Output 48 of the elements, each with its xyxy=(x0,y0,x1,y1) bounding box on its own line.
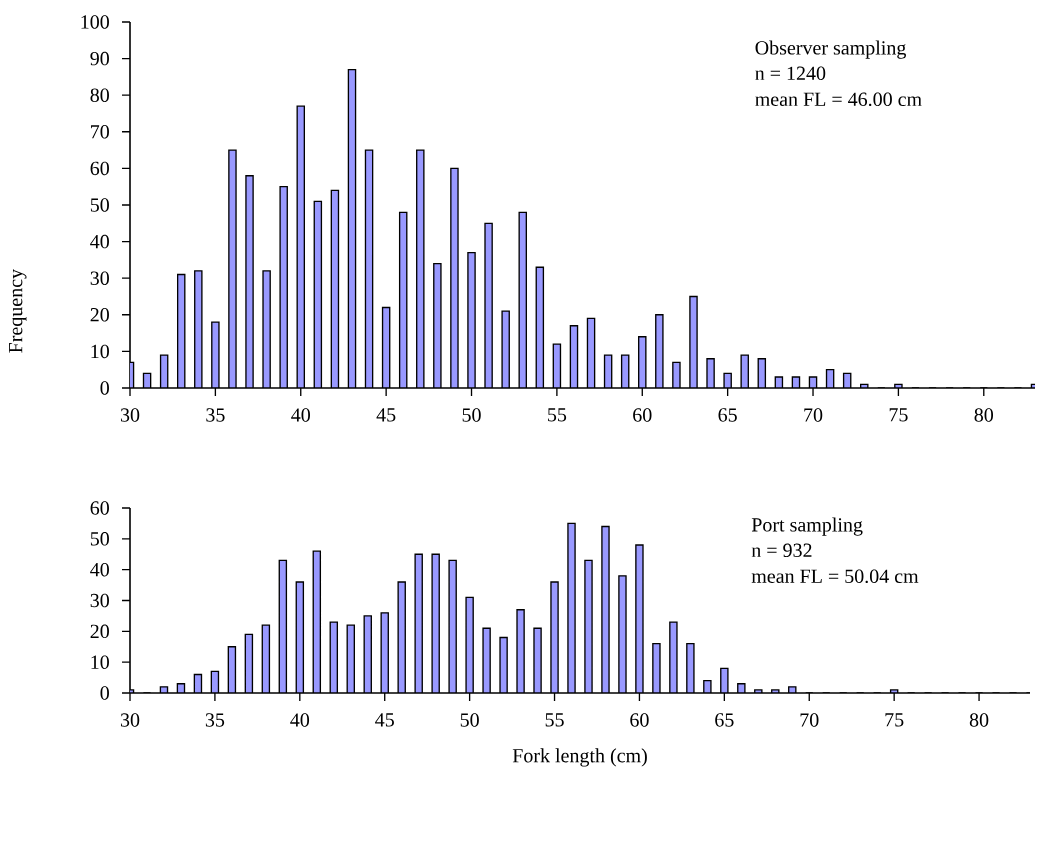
x-tick-label: 55 xyxy=(545,713,564,727)
x-tick-label: 60 xyxy=(630,713,649,727)
y-tick-label: 50 xyxy=(90,198,109,212)
annotation: Port sampling xyxy=(751,517,863,536)
x-tick-label: 45 xyxy=(376,408,396,422)
y-tick-label: 60 xyxy=(90,501,109,515)
annotation: n = 1240 xyxy=(755,66,826,81)
x-tick-label: 35 xyxy=(206,408,225,422)
x-tick-label: 40 xyxy=(291,408,310,422)
x-tick-label: 75 xyxy=(885,713,904,727)
x-tick-label: 50 xyxy=(460,713,479,727)
y-tick-label: 40 xyxy=(90,234,109,249)
y-tick-label: 30 xyxy=(90,593,109,608)
y-tick-label: 50 xyxy=(90,532,109,546)
x-tick-label: 55 xyxy=(548,408,567,422)
x-tick-label: 60 xyxy=(633,408,652,422)
annotation: mean FL = 50.04 cm xyxy=(751,569,919,584)
x-tick-label: 40 xyxy=(290,713,310,727)
annotation: mean FL = 46.00 cm xyxy=(755,92,922,107)
x-tick-label: 65 xyxy=(715,713,734,727)
y-tick-label: 70 xyxy=(91,125,109,139)
x-tick-label: 50 xyxy=(462,408,481,422)
y-tick-label: 10 xyxy=(91,344,109,359)
y-tick-label: 0 xyxy=(100,381,109,395)
y-tick-label: 20 xyxy=(90,308,109,322)
y-tick-label: 60 xyxy=(90,161,109,176)
y-tick-label: 10 xyxy=(91,655,109,669)
y-tick-label: 90 xyxy=(90,51,109,66)
x-tick-label: 65 xyxy=(718,408,737,422)
x-tick-label: 80 xyxy=(974,408,994,422)
annotation: n = 932 xyxy=(751,543,812,558)
x-tick-label: 80 xyxy=(969,713,989,727)
y-tick-label: 100 xyxy=(81,15,109,29)
y-tick-label: 0 xyxy=(100,686,109,700)
y-axis-title: Frequency xyxy=(9,269,27,353)
x-tick-label: 35 xyxy=(205,713,225,727)
y-tick-label: 40 xyxy=(90,562,109,577)
x-tick-label: 30 xyxy=(120,713,140,727)
x-tick-label: 30 xyxy=(120,408,140,422)
x-tick-label: 45 xyxy=(375,713,394,727)
x-tick-label: 70 xyxy=(800,713,819,727)
x-axis-title: Fork length (cm) xyxy=(512,748,647,767)
annotation: Observer sampling xyxy=(755,40,906,59)
x-tick-label: 75 xyxy=(889,408,908,422)
y-tick-label: 20 xyxy=(90,624,109,639)
y-tick-label: 80 xyxy=(90,88,109,102)
y-tick-label: 30 xyxy=(90,271,109,285)
x-tick-label: 70 xyxy=(804,408,823,422)
